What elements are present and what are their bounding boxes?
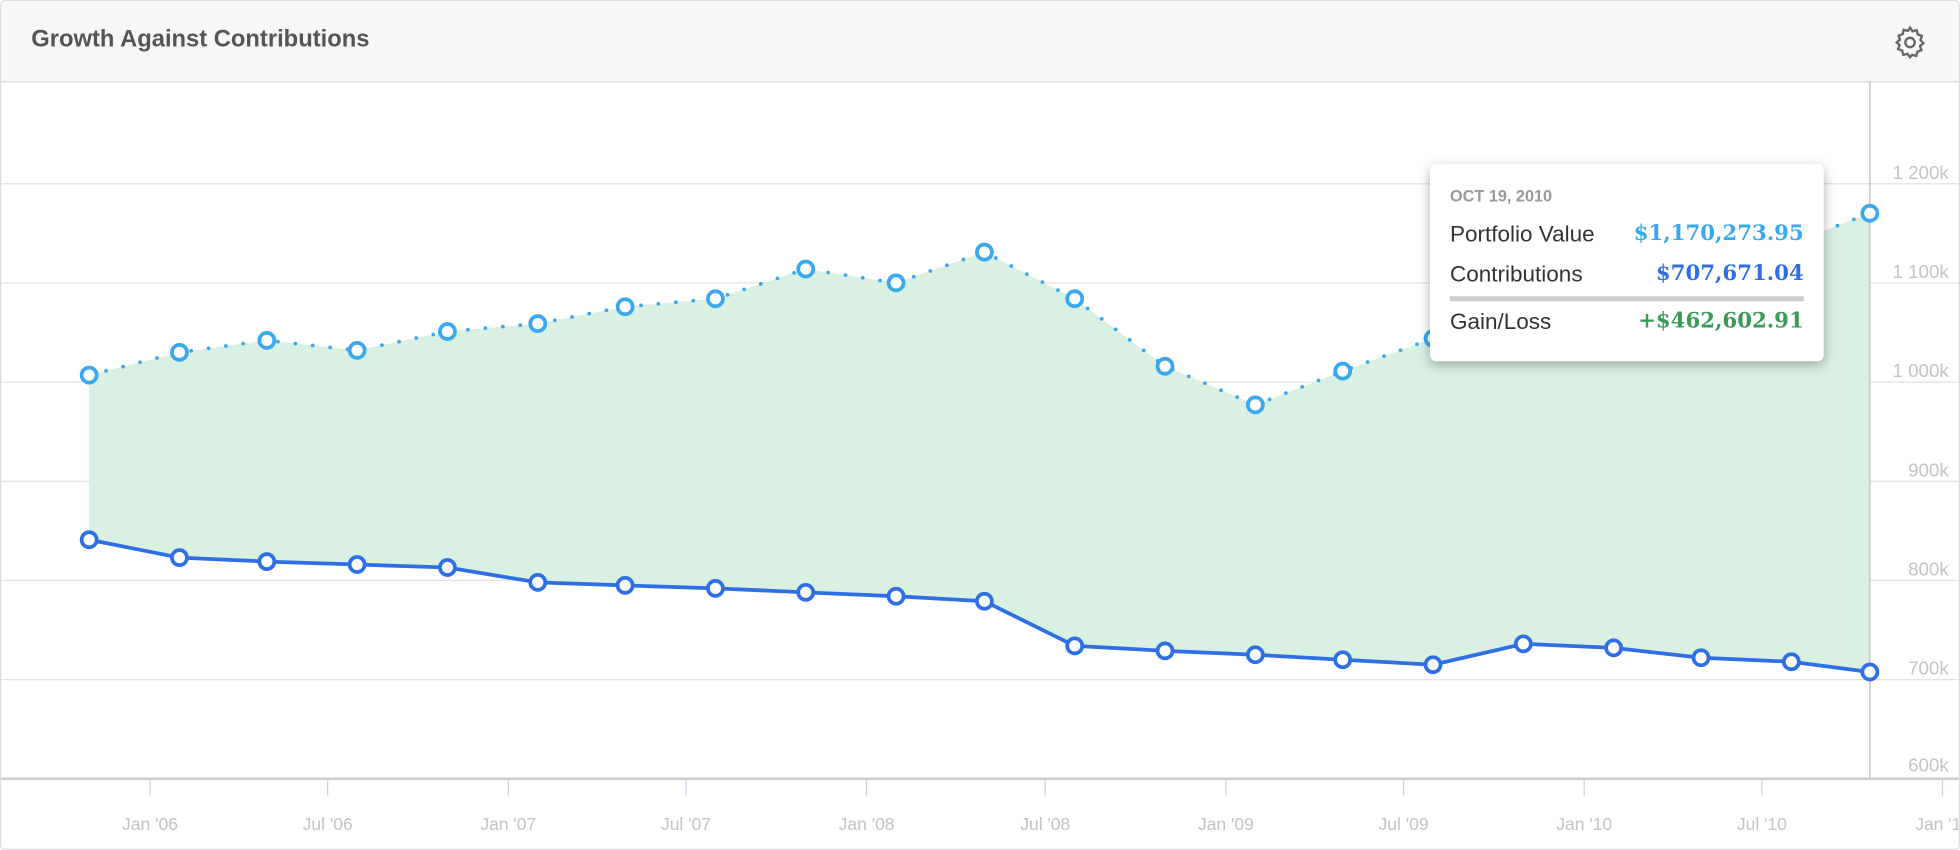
contributions-point: [438, 558, 457, 577]
contributions-point: [886, 586, 906, 606]
tooltip-row-contributions: Contributions $707,671.04: [1450, 261, 1804, 287]
contributions-point: [1333, 650, 1353, 670]
widget-title: Growth Against Contributions: [31, 26, 370, 53]
portfolio-point: [615, 297, 635, 317]
y-tick-label: 700k: [1908, 658, 1949, 679]
x-tick-label: Jul '06: [303, 814, 353, 834]
y-tick-label: 800k: [1908, 558, 1949, 579]
contributions-point: [170, 548, 189, 567]
contributions-point: [1423, 655, 1443, 675]
gear-icon[interactable]: [1891, 24, 1929, 62]
portfolio-point: [706, 289, 725, 309]
tooltip-value: +$462,602.91: [1638, 308, 1804, 334]
portfolio-point: [1155, 356, 1175, 376]
contributions-point: [79, 530, 99, 550]
x-tick-label: Jan '07: [480, 814, 536, 834]
contributions-point: [615, 575, 635, 595]
contributions-point: [796, 582, 816, 602]
tooltip-date: OCT 19, 2010: [1450, 186, 1553, 205]
tooltip-label: Gain/Loss: [1450, 308, 1552, 334]
tooltip-value: $1,170,273.95: [1633, 221, 1804, 247]
contributions-point: [975, 591, 994, 611]
contributions-point: [706, 578, 725, 598]
contributions-point: [347, 555, 367, 574]
contributions-point: [528, 573, 548, 592]
chart-tooltip: OCT 19, 2010 Portfolio Value $1,170,273.…: [1430, 163, 1824, 362]
tooltip-row-gain: Gain/Loss +$462,602.91: [1450, 309, 1804, 335]
contributions-point: [1604, 638, 1624, 658]
x-tick-label: Jul '07: [661, 814, 711, 834]
x-tick-label: Jan '09: [1198, 814, 1254, 834]
x-tick-label: Jan '10: [1556, 814, 1612, 834]
portfolio-point: [528, 314, 548, 333]
y-tick-label: 600k: [1908, 754, 1949, 775]
contributions-point: [1860, 662, 1880, 682]
portfolio-point: [796, 259, 816, 279]
portfolio-point: [438, 322, 457, 341]
portfolio-point: [1245, 395, 1265, 415]
tooltip-label: Portfolio Value: [1450, 221, 1595, 247]
y-tick-label: 900k: [1908, 459, 1949, 480]
contributions-point: [1691, 648, 1711, 668]
x-tick-label: Jan '06: [122, 814, 178, 834]
widget-header: Growth Against Contributions: [1, 1, 1959, 83]
portfolio-point: [886, 273, 906, 293]
tooltip-label: Contributions: [1450, 261, 1583, 287]
y-tick-label: 1 200k: [1892, 162, 1949, 183]
x-tick-label: Jul '09: [1379, 814, 1429, 834]
portfolio-point: [257, 331, 277, 350]
tooltip-row-portfolio: Portfolio Value $1,170,273.95: [1450, 221, 1804, 247]
contributions-point: [1065, 636, 1085, 656]
contributions-point: [1781, 652, 1801, 672]
portfolio-point: [347, 340, 367, 360]
contributions-point: [257, 552, 277, 571]
contributions-point: [1155, 641, 1175, 661]
portfolio-point: [1065, 289, 1085, 309]
portfolio-point: [79, 365, 99, 385]
tooltip-divider: [1450, 296, 1804, 302]
portfolio-point: [170, 342, 189, 362]
contributions-point: [1513, 634, 1533, 654]
portfolio-point: [1860, 203, 1880, 223]
contributions-point: [1245, 645, 1265, 665]
portfolio-point: [1333, 361, 1353, 381]
y-tick-label: 1 000k: [1892, 360, 1949, 381]
x-tick-label: Jan '08: [839, 814, 895, 834]
y-tick-label: 1 100k: [1892, 261, 1949, 282]
tooltip-value: $707,671.04: [1655, 261, 1804, 287]
portfolio-point: [975, 242, 994, 262]
x-tick-label: Jan '11: [1915, 814, 1960, 834]
x-tick-label: Jul '08: [1020, 814, 1070, 834]
x-tick-label: Jul '10: [1737, 814, 1787, 834]
